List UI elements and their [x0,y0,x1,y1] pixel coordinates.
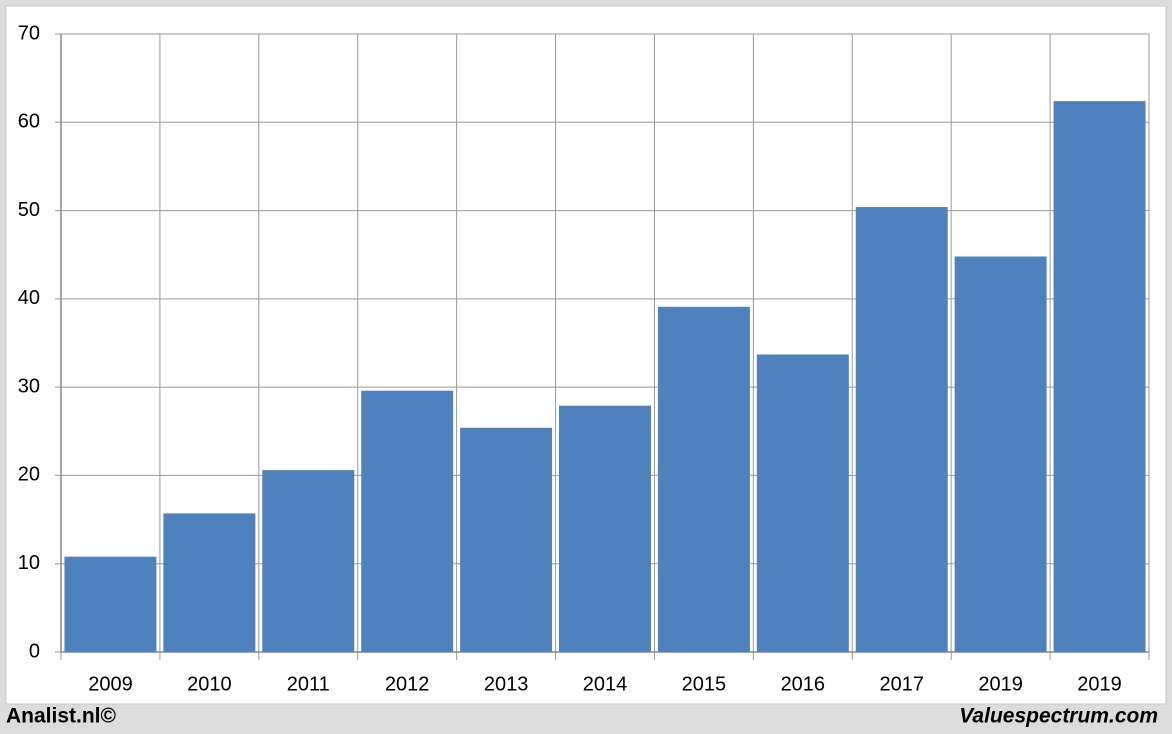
x-tick-label: 2010 [187,673,232,695]
x-tick-label: 2014 [583,673,628,695]
bar [361,390,454,652]
bar [460,427,553,652]
x-tick-label: 2009 [88,673,133,695]
y-tick-label: 50 [18,199,40,221]
x-tick-label: 2016 [781,673,826,695]
bar [262,470,355,652]
bar [954,256,1047,652]
y-tick-label: 20 [18,464,40,486]
y-tick-label: 60 [18,111,40,133]
bar [163,513,256,652]
bar [1053,101,1146,652]
footer-left: Analist.nl© [6,705,117,728]
x-tick-label: 2012 [385,673,430,695]
bar [756,354,849,652]
bar [657,306,750,652]
footer-right: Valuespectrum.com [959,705,1158,728]
y-tick-label: 40 [18,287,40,309]
bar [855,207,948,653]
x-tick-label: 2017 [879,673,924,695]
y-tick-label: 70 [18,22,40,44]
x-tick-label: 2011 [287,673,330,695]
bar [64,556,157,652]
x-tick-label: 2019 [978,673,1023,695]
y-tick-label: 0 [29,640,40,662]
bar [559,405,651,652]
y-tick-label: 30 [18,375,40,397]
x-tick-label: 2019 [1077,673,1122,695]
x-tick-label: 2013 [484,673,529,695]
x-tick-label: 2015 [682,673,727,695]
y-tick-label: 10 [18,552,40,574]
